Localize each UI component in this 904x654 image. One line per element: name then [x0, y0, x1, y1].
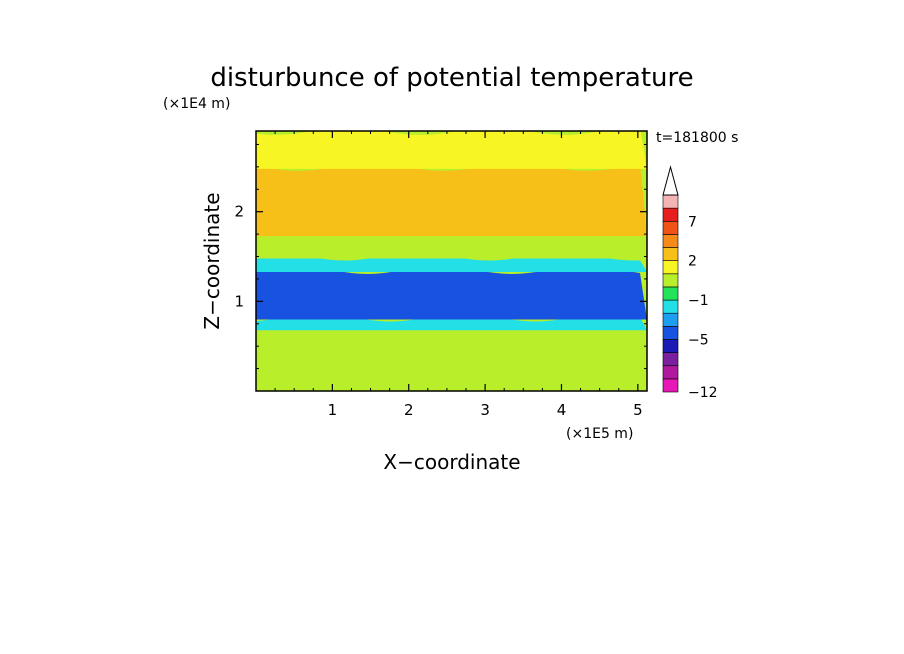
- x-axis: 1 2 3 4 5: [274, 131, 643, 419]
- plot-area: [255, 130, 648, 392]
- colorbar-tick-label: 7: [688, 214, 697, 230]
- field-band: [256, 355, 647, 391]
- colorbar-swatch: [662, 234, 679, 248]
- colorbar-swatch: [662, 273, 679, 288]
- x-tick-label: 4: [557, 401, 567, 419]
- x-tick-label: 3: [480, 401, 490, 419]
- colorbar-swatch: [662, 207, 679, 222]
- y-axis-label: Z−coordinate: [200, 192, 224, 329]
- y-tick-label: 2: [234, 203, 244, 221]
- colorbar-extend-arrow: [662, 165, 679, 196]
- x-tick-label: 5: [633, 401, 643, 419]
- x-tick-label: 2: [404, 401, 414, 419]
- colorbar-swatch: [662, 286, 679, 301]
- plot-frame: [255, 130, 648, 392]
- field-band: [256, 230, 647, 259]
- colorbar-swatch: [662, 247, 679, 261]
- colorbar-tick-label: 2: [688, 254, 697, 270]
- colorbar-swatch: [662, 352, 679, 367]
- y-unit-label: (×1E4 m): [163, 96, 230, 112]
- colorbar-tick-label: −12: [688, 385, 718, 401]
- x-unit-label: (×1E5 m): [566, 426, 633, 442]
- colorbar-swatch: [662, 326, 679, 340]
- y-axis: 12: [234, 143, 647, 370]
- colorbar-tick-label: −5: [688, 332, 709, 348]
- colorbar-swatch: [662, 220, 679, 235]
- x-tick-label: 1: [328, 401, 338, 419]
- colorbar-swatch: [662, 299, 679, 314]
- field-band: [256, 324, 647, 362]
- colorbar-swatch: [662, 378, 679, 393]
- colorbar-swatch: [662, 260, 679, 275]
- colorbar-swatch: [662, 365, 679, 380]
- chart-title: disturbunce of potential temperature: [210, 63, 693, 93]
- x-axis-label: X−coordinate: [383, 450, 520, 474]
- colorbar-swatch: [662, 339, 679, 353]
- colorbar-tick-label: −1: [688, 293, 709, 309]
- time-label: t=181800 s: [656, 130, 738, 146]
- field-band: [256, 131, 647, 169]
- field-band: [256, 162, 647, 237]
- y-tick-label: 1: [234, 292, 244, 310]
- field-band: [256, 265, 647, 320]
- colorbar-swatch: [662, 194, 679, 209]
- colorbar: −12−5−127: [662, 165, 718, 401]
- colorbar-swatch: [662, 312, 679, 327]
